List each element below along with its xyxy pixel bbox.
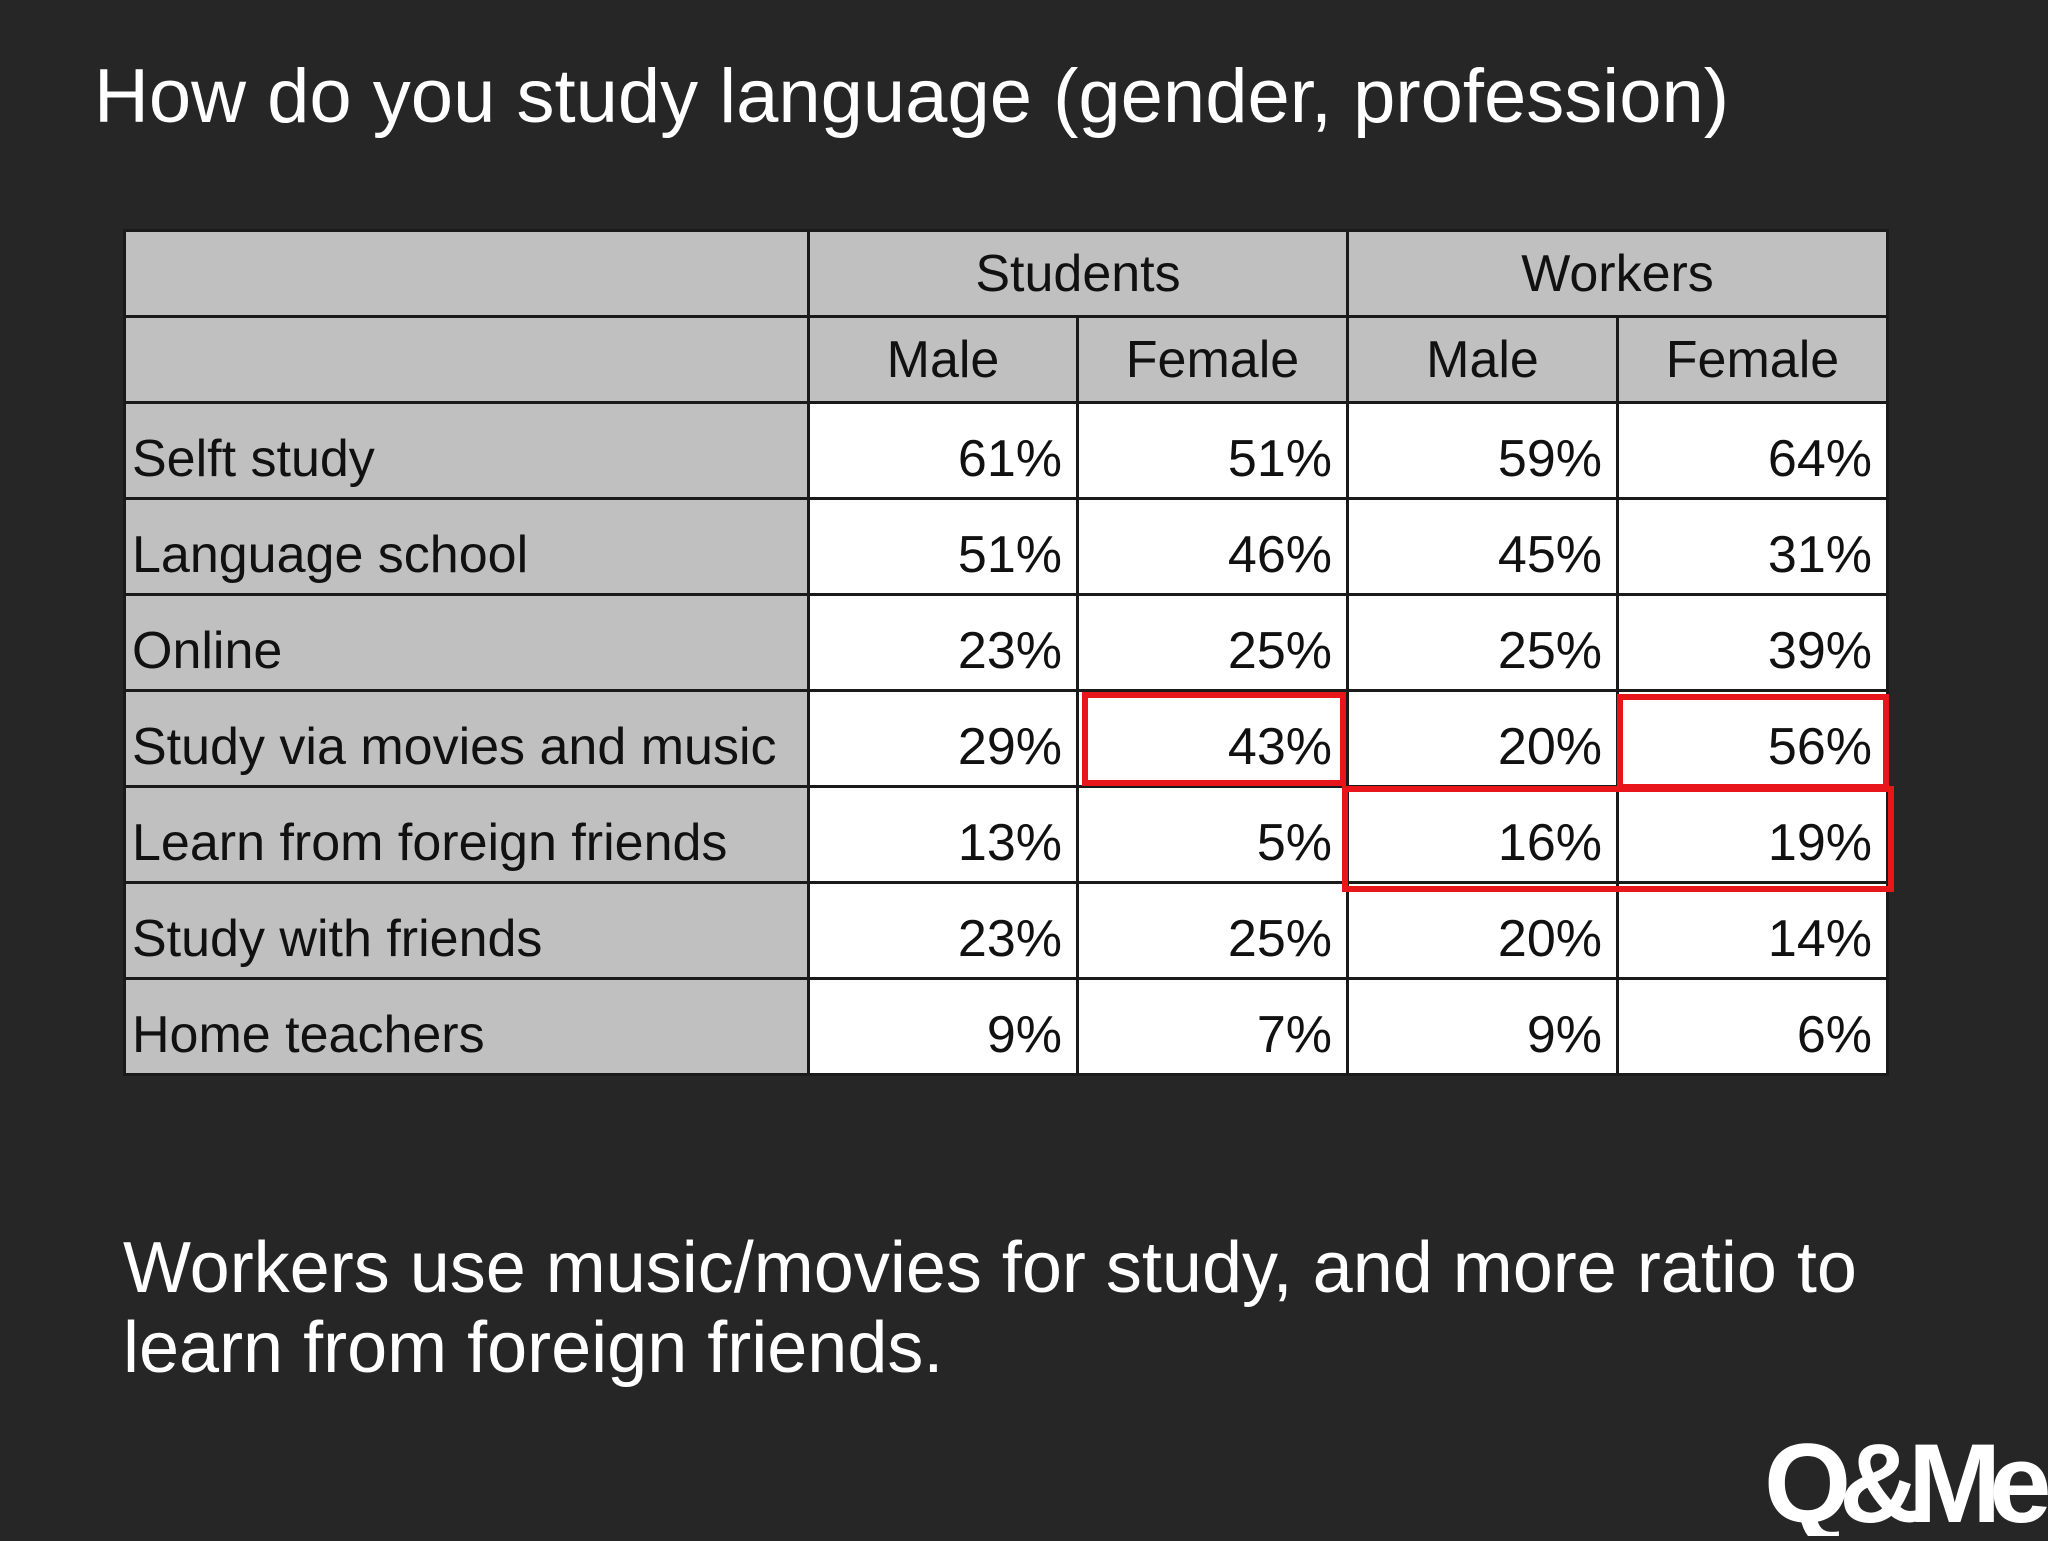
qme-logo: Q&Me <box>1760 1420 2048 1541</box>
row-label: Language school <box>123 497 810 596</box>
value-cell: 25% <box>1076 593 1349 692</box>
value-cell: 19% <box>1616 785 1889 884</box>
value-cell: 23% <box>807 881 1079 980</box>
value-cell: 20% <box>1346 881 1619 980</box>
value-cell: 31% <box>1616 497 1889 596</box>
row-label: Study via movies and music <box>123 689 810 788</box>
value-cell: 29% <box>807 689 1079 788</box>
group-header-workers: Workers <box>1346 229 1889 318</box>
sub-header-students-female: Female <box>1076 315 1349 404</box>
table-row: Study with friends 23% 25% 20% 14% <box>123 881 1889 980</box>
row-label: Home teachers <box>123 977 810 1076</box>
logo-lettering: Q&Me <box>1764 1421 2048 1536</box>
table-row: Learn from foreign friends 13% 5% 16% 19… <box>123 785 1889 884</box>
row-label: Learn from foreign friends <box>123 785 810 884</box>
table-row: Home teachers 9% 7% 9% 6% <box>123 977 1889 1076</box>
sub-header-students-male: Male <box>807 315 1079 404</box>
value-cell: 61% <box>807 401 1079 500</box>
row-label: Selft study <box>123 401 810 500</box>
value-cell: 45% <box>1346 497 1619 596</box>
row-label: Online <box>123 593 810 692</box>
qme-logo-mark: Q&Me <box>1764 1421 2048 1541</box>
corner-cell <box>123 229 810 318</box>
value-cell: 46% <box>1076 497 1349 596</box>
value-cell: 23% <box>807 593 1079 692</box>
value-cell: 5% <box>1076 785 1349 884</box>
value-cell: 51% <box>807 497 1079 596</box>
group-header-row: Students Workers <box>123 229 1889 318</box>
survey-table: Students Workers Male Female Male Female… <box>123 229 1889 1076</box>
value-cell: 16% <box>1346 785 1619 884</box>
value-cell: 25% <box>1346 593 1619 692</box>
row-label: Study with friends <box>123 881 810 980</box>
sub-header-workers-female: Female <box>1616 315 1889 404</box>
conclusion-text: Workers use music/movies for study, and … <box>123 1228 1857 1388</box>
value-cell: 59% <box>1346 401 1619 500</box>
sub-header-row: Male Female Male Female <box>123 315 1889 404</box>
value-cell: 25% <box>1076 881 1349 980</box>
value-cell: 14% <box>1616 881 1889 980</box>
value-cell: 43% <box>1076 689 1349 788</box>
value-cell: 6% <box>1616 977 1889 1076</box>
sub-header-workers-male: Male <box>1346 315 1619 404</box>
value-cell: 56% <box>1616 689 1889 788</box>
table-row: Online 23% 25% 25% 39% <box>123 593 1889 692</box>
value-cell: 13% <box>807 785 1079 884</box>
value-cell: 64% <box>1616 401 1889 500</box>
value-cell: 20% <box>1346 689 1619 788</box>
value-cell: 39% <box>1616 593 1889 692</box>
group-header-students: Students <box>807 229 1349 318</box>
value-cell: 9% <box>807 977 1079 1076</box>
value-cell: 9% <box>1346 977 1619 1076</box>
table-row: Language school 51% 46% 45% 31% <box>123 497 1889 596</box>
table-row: Selft study 61% 51% 59% 64% <box>123 401 1889 500</box>
table-row: Study via movies and music 29% 43% 20% 5… <box>123 689 1889 788</box>
value-cell: 7% <box>1076 977 1349 1076</box>
slide-title: How do you study language (gender, profe… <box>94 54 1730 139</box>
corner-cell <box>123 315 810 404</box>
value-cell: 51% <box>1076 401 1349 500</box>
